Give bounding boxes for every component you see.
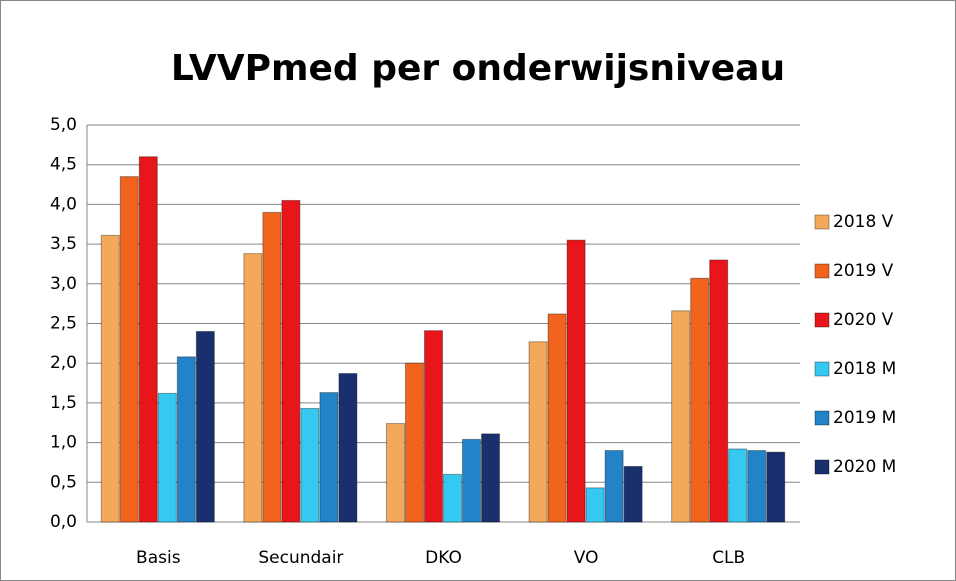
legend-swatch (814, 459, 830, 475)
y-tick-label: 0,0 (50, 512, 77, 532)
x-tick-label: CLB (712, 548, 745, 568)
bar (423, 330, 443, 523)
legend-label: 2019 V (833, 261, 894, 281)
x-tick-label: VO (574, 548, 599, 568)
bar (443, 473, 463, 523)
bar (100, 234, 120, 523)
bar (747, 450, 767, 523)
legend-swatch (814, 214, 830, 230)
legend-label: 2018 M (833, 359, 896, 379)
bar (300, 407, 320, 523)
y-tick-label: 3,0 (50, 274, 77, 294)
legend-label: 2018 V (833, 212, 894, 232)
bar (319, 392, 339, 523)
bar (671, 310, 691, 523)
bar (566, 239, 586, 523)
legend-swatch (814, 410, 830, 426)
legend-label: 2020 V (833, 310, 894, 330)
y-tick-label: 5,0 (50, 115, 77, 135)
bar (481, 433, 501, 523)
bar (604, 450, 624, 523)
y-tick-label: 1,5 (50, 393, 77, 413)
bar (195, 330, 215, 523)
bar (262, 211, 282, 523)
y-tick-label: 3,5 (50, 234, 77, 254)
bar (404, 362, 424, 523)
y-tick-label: 4,5 (50, 155, 77, 175)
bar (385, 423, 405, 523)
x-tick-label: Secundair (258, 548, 343, 568)
y-tick-label: 2,5 (50, 314, 77, 334)
bar (709, 259, 729, 523)
legend-label: 2019 M (833, 408, 896, 428)
x-tick-label: DKO (425, 548, 462, 568)
chart-title: LVVPmed per onderwijsniveau (171, 48, 785, 89)
legend-swatch (814, 361, 830, 377)
y-tick-label: 4,0 (50, 194, 77, 214)
bar (281, 199, 301, 523)
bar (138, 156, 158, 523)
y-tick-label: 1,0 (50, 433, 77, 453)
bar (623, 465, 643, 523)
bar (243, 253, 263, 523)
y-tick-label: 0,5 (50, 472, 77, 492)
legend-swatch (814, 263, 830, 279)
bar (690, 277, 710, 523)
bar (157, 392, 177, 523)
bar (338, 373, 358, 523)
bar (766, 451, 786, 523)
bar (119, 176, 139, 523)
bar (728, 448, 748, 523)
bar (176, 356, 196, 523)
y-tick-label: 2,0 (50, 353, 77, 373)
legend-label: 2020 M (833, 457, 896, 477)
bar (528, 341, 548, 523)
bar (585, 487, 605, 523)
x-tick-label: Basis (136, 548, 181, 568)
legend-swatch (814, 312, 830, 328)
bar (547, 313, 567, 523)
bar (462, 438, 482, 523)
